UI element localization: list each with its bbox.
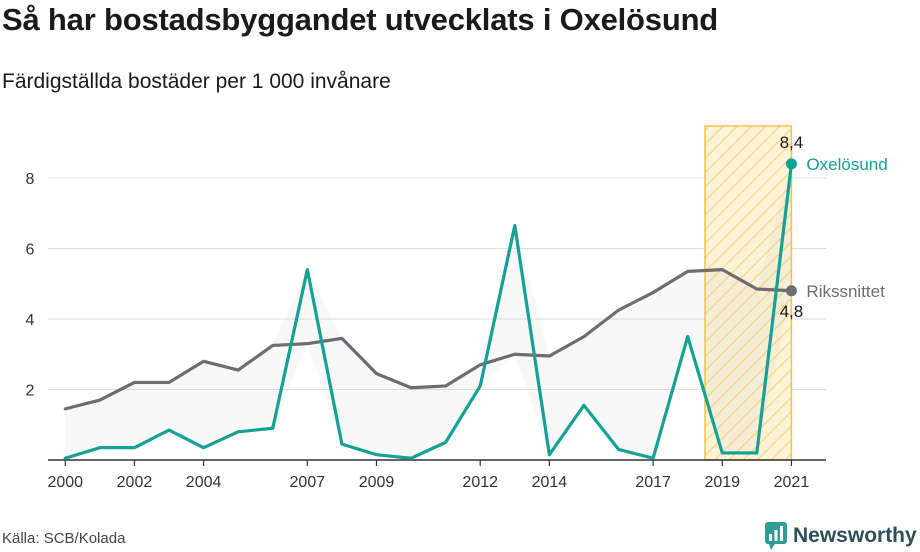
series-endpoint-riket <box>785 285 797 297</box>
x-tick-label: 2000 <box>47 474 83 491</box>
newsworthy-logo-icon <box>765 522 787 550</box>
source-note: Källa: SCB/Kolada <box>2 530 126 547</box>
series-label-oxelosund: Oxelösund <box>806 155 887 174</box>
x-tick-label: 2021 <box>774 474 810 491</box>
x-tick-label: 2017 <box>635 474 671 491</box>
y-tick-label: 4 <box>26 312 35 329</box>
x-tick-label: 2007 <box>290 474 326 491</box>
series-line-riket <box>63 268 794 411</box>
series-line-oxelosund <box>63 162 794 460</box>
difference-area <box>65 163 792 459</box>
y-tick-label: 2 <box>26 382 35 399</box>
x-tick-label: 2012 <box>462 474 498 491</box>
chart-title: Så har bostadsbyggandet utvecklats i Oxe… <box>2 2 719 37</box>
y-tick-label: 8 <box>26 171 35 188</box>
chart-subtitle: Färdigställda bostäder per 1 000 invånar… <box>2 70 391 93</box>
x-tick-label: 2019 <box>704 474 740 491</box>
y-tick-label: 6 <box>26 241 35 258</box>
series-label-riket: Rikssnittet <box>806 282 885 301</box>
value-label-oxelosund: 8,4 <box>780 133 804 152</box>
x-tick-label: 2009 <box>359 474 395 491</box>
x-tick-label: 2004 <box>186 474 222 491</box>
brand-name: Newsworthy <box>793 524 917 547</box>
x-tick-label: 2014 <box>532 474 568 491</box>
x-tick-label: 2002 <box>117 474 153 491</box>
value-label-riket: 4,8 <box>780 302 804 321</box>
brand-logo: Newsworthy <box>765 521 917 551</box>
series-endpoint-oxelosund <box>785 158 797 170</box>
